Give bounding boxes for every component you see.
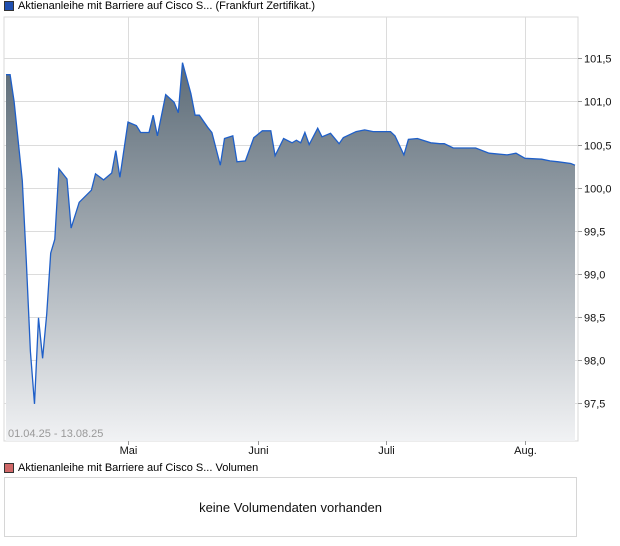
price-chart: 101,5 101,0 100,5 100,0 99,5 99,0 98,5 98,0 97,5…: [3, 16, 612, 457]
volume-empty-message: keine Volumendaten vorhanden: [199, 499, 382, 515]
volume-legend: Aktienanleihe mit Barriere auf Cisco S..…: [4, 462, 258, 474]
y-tick-label: 98,0: [584, 356, 605, 368]
y-tick-label: 98,5: [584, 313, 605, 325]
price-legend-swatch: [4, 1, 14, 11]
x-tick-label: Juni: [248, 445, 268, 457]
y-tick-label: 100,0: [584, 184, 612, 196]
y-tick-label: 101,5: [584, 54, 612, 66]
volume-legend-label: Aktienanleihe mit Barriere auf Cisco S..…: [18, 462, 259, 474]
y-tick-label: 99,0: [584, 270, 605, 282]
y-tick-label: 101,0: [584, 97, 612, 109]
volume-legend-swatch: [4, 463, 14, 473]
price-legend: Aktienanleihe mit Barriere auf Cisco S..…: [4, 0, 315, 12]
x-tick-label: Juli: [378, 445, 395, 457]
y-tick-label: 97,5: [584, 399, 605, 411]
y-tick-label: 99,5: [584, 227, 605, 239]
price-legend-label: Aktienanleihe mit Barriere auf Cisco S..…: [18, 0, 316, 12]
y-tick-label: 100,5: [584, 141, 612, 153]
x-tick-label: Mai: [120, 445, 138, 457]
volume-chart: keine Volumendaten vorhanden: [4, 477, 577, 537]
price-area: [6, 62, 575, 441]
x-tick-label: Aug.: [514, 445, 537, 457]
date-range-label: 01.04.25 - 13.08.25: [8, 428, 103, 440]
